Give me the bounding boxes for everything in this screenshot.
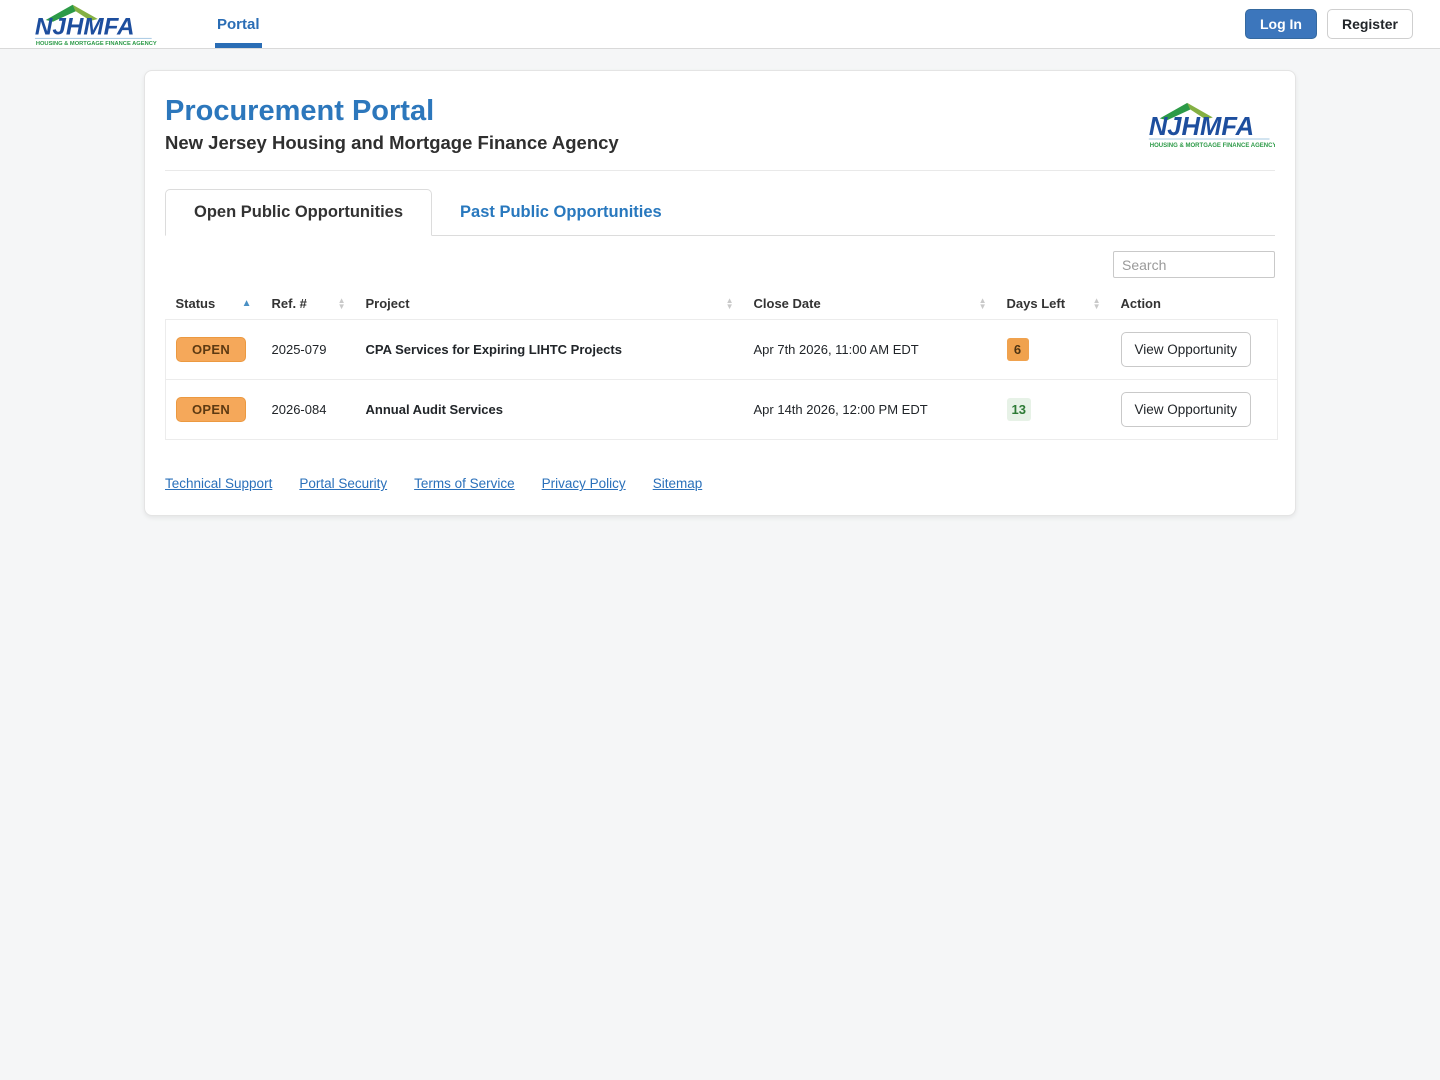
main-nav: Portal	[203, 0, 274, 48]
njhmfa-logo-icon: NJHMFA HOUSING & MORTGAGE FINANCE AGENCY	[34, 4, 157, 46]
sort-icon: ▲ ▼	[978, 295, 987, 311]
sort-icon: ▲ ▼	[725, 295, 734, 311]
card-header: Procurement Portal New Jersey Housing an…	[165, 91, 1275, 154]
table-row: OPEN 2026-084 Annual Audit Services Apr …	[166, 380, 1278, 440]
footer-link-terms-of-service[interactable]: Terms of Service	[414, 476, 515, 492]
logo-caption: HOUSING & MORTGAGE FINANCE AGENCY	[36, 41, 157, 46]
tab-open-public-opportunities[interactable]: Open Public Opportunities	[165, 189, 433, 237]
status-badge: OPEN	[176, 337, 247, 363]
login-button[interactable]: Log In	[1244, 9, 1317, 39]
top-navbar: NJHMFA HOUSING & MORTGAGE FINANCE AGENCY…	[0, 0, 1440, 49]
table-header: Status ▲ Ref. # ▲ ▼ Project ▲ ▼ Close Date ▲ ▼ …	[166, 288, 1278, 320]
status-badge: OPEN	[176, 397, 247, 423]
footer-link-privacy-policy[interactable]: Privacy Policy	[541, 476, 626, 492]
opportunities-tabs: Open Public Opportunities Past Public Op…	[165, 189, 1275, 237]
view-opportunity-button[interactable]: View Opportunity	[1120, 332, 1252, 368]
footer-link-sitemap[interactable]: Sitemap	[652, 476, 703, 492]
header-divider	[165, 170, 1275, 172]
navbar-actions: Log In Register	[1244, 0, 1413, 48]
nav-portal-link[interactable]: Portal	[203, 0, 274, 48]
tab-past-public-opportunities[interactable]: Past Public Opportunities	[432, 189, 690, 235]
search-input[interactable]	[1113, 251, 1275, 279]
sort-icon: ▲ ▼	[1092, 295, 1101, 311]
search-row	[165, 251, 1275, 279]
sort-ascending-icon: ▲	[241, 297, 252, 309]
days-left-badge: 13	[1006, 398, 1031, 422]
njhmfa-card-logo-icon: NJHMFA HOUSING & MORTGAGE FINANCE AGENCY	[1148, 102, 1275, 149]
project-name: Annual Audit Services	[365, 402, 504, 418]
card-logo-text: NJHMFA	[1149, 113, 1254, 141]
view-opportunity-button[interactable]: View Opportunity	[1120, 392, 1252, 428]
footer-link-technical-support[interactable]: Technical Support	[165, 476, 273, 492]
project-name: CPA Services for Expiring LIHTC Projects	[355, 319, 744, 381]
logo-text: NJHMFA	[35, 13, 135, 40]
page-title: Procurement Portal	[165, 95, 435, 127]
ref-number: 2026-084	[271, 402, 327, 418]
footer-link-portal-security[interactable]: Portal Security	[299, 476, 388, 492]
procurement-portal-card: Procurement Portal New Jersey Housing an…	[144, 70, 1296, 517]
card-footer: Technical Support Portal Security Terms …	[165, 476, 1275, 491]
table-body: OPEN 2025-079 CPA Services for Expiring …	[165, 319, 1278, 440]
page-subtitle: New Jersey Housing and Mortgage Finance …	[165, 132, 619, 154]
register-button[interactable]: Register	[1326, 9, 1413, 39]
column-header-status[interactable]: Status ▲	[175, 296, 252, 312]
close-date: Apr 14th 2026, 12:00 PM EDT	[753, 402, 928, 418]
card-header-titles: Procurement Portal New Jersey Housing an…	[165, 95, 619, 154]
card-logo-caption: HOUSING & MORTGAGE FINANCE AGENCY	[1150, 143, 1275, 149]
opportunities-table: Status ▲ Ref. # ▲ ▼ Project ▲ ▼ Close Date ▲ ▼ …	[165, 288, 1278, 440]
days-left-badge: 6	[1006, 338, 1029, 362]
column-header-project[interactable]: Project ▲ ▼	[365, 295, 734, 312]
ref-number: 2025-079	[261, 319, 356, 381]
table-row: OPEN 2025-079 CPA Services for Expiring …	[165, 319, 1278, 381]
column-header-action: Action	[1120, 296, 1161, 312]
close-date: Apr 7th 2026, 11:00 AM EDT	[743, 319, 997, 381]
sort-icon: ▲ ▼	[337, 295, 346, 311]
column-header-close-date[interactable]: Close Date ▲ ▼	[753, 295, 987, 312]
column-header-days-left[interactable]: Days Left ▲ ▼	[1006, 295, 1101, 312]
column-header-ref[interactable]: Ref. # ▲ ▼	[271, 295, 346, 312]
brand-logo[interactable]: NJHMFA HOUSING & MORTGAGE FINANCE AGENCY	[33, 0, 159, 48]
